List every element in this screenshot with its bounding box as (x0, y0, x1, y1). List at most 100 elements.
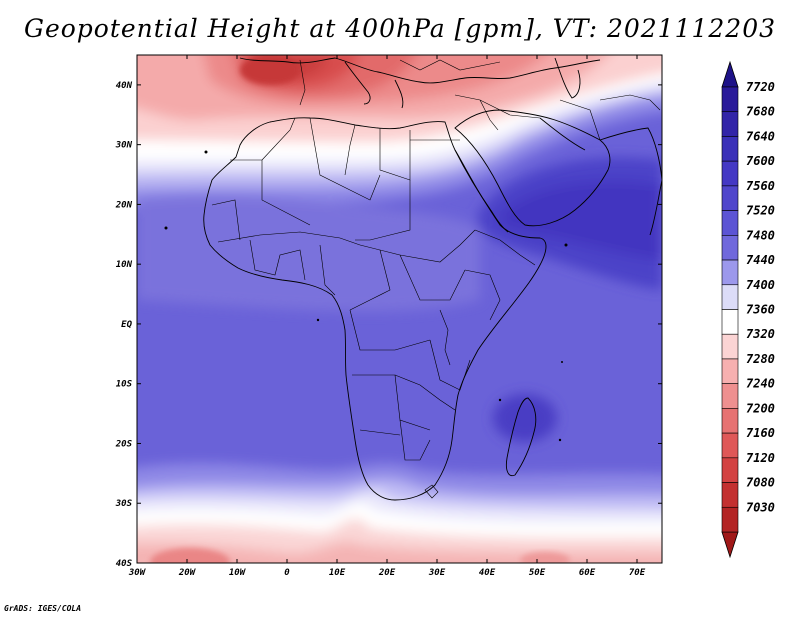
colorbar-swatch-7440 (721, 259, 739, 286)
caspian-coastline (554, 57, 581, 99)
chart-title: Geopotential Height at 400hPa [gpm], VT:… (23, 14, 777, 43)
border-north-africa-7 (355, 180, 411, 241)
border-north-africa-5 (379, 128, 411, 181)
red-sea-coastline (454, 149, 509, 233)
border-asia-1 (559, 99, 601, 141)
lon-label-50E: 50E (529, 568, 546, 578)
lat-label-30N: 30N (115, 141, 133, 151)
colorbar-label-7600: 7600 (746, 154, 775, 168)
colorbar-label-7160: 7160 (746, 426, 775, 440)
grads-credit: GrADS: IGES/COLA (4, 604, 82, 613)
socotra (564, 243, 568, 247)
coastlines (203, 57, 662, 501)
colorbar-label-7680: 7680 (746, 105, 775, 119)
lon-label-10W: 10W (229, 568, 247, 578)
border-central-3 (349, 309, 431, 351)
geopotential-field (137, 55, 662, 563)
border-central-2 (399, 254, 466, 301)
band-7240-southeast (520, 552, 570, 563)
colorbar-swatch-7030 (721, 506, 739, 533)
band-7600-madagascar (493, 394, 557, 442)
colorbar-label-7360: 7360 (746, 303, 775, 317)
colorbar-label-7030: 7030 (746, 500, 775, 514)
border-south-1 (352, 374, 431, 431)
colorbar-bottom-arrow (721, 531, 739, 559)
lon-label-40E: 40E (479, 568, 496, 578)
border-middle-east-1 (454, 94, 541, 119)
colorbar-swatch-7560 (721, 185, 739, 211)
greece-coastline (394, 79, 404, 109)
sao-tome (316, 318, 320, 322)
band-7600-arabia (499, 181, 662, 260)
lon-label-0: 0 (284, 568, 290, 578)
lat-label-40N: 40N (116, 81, 133, 91)
seychelles (561, 361, 563, 363)
colorbar-swatch-7240 (721, 383, 739, 409)
border-east-2 (474, 229, 536, 266)
border-central-1 (349, 249, 391, 311)
colorbar-label-7240: 7240 (746, 377, 775, 391)
persian-gulf-coastline (539, 117, 586, 151)
border-sahel-1 (217, 231, 361, 246)
mauritius (558, 438, 562, 442)
colorbar-label-7080: 7080 (746, 476, 775, 490)
colorbar-swatch-7480 (721, 235, 739, 261)
islands (164, 150, 568, 442)
colorbar-label-7120: 7120 (746, 451, 775, 465)
border-middle-east-2 (479, 99, 499, 131)
lon-label-10E: 10E (329, 568, 346, 578)
border-north-africa-1 (230, 159, 311, 226)
colorbar-label-7640: 7640 (746, 129, 775, 143)
border-east-1 (464, 269, 501, 321)
lat-label-EQ: EQ (121, 320, 132, 330)
band-7200-north-core (240, 55, 300, 85)
country-borders (211, 59, 661, 499)
lat-label-20S: 20S (115, 439, 133, 449)
band-7480-africa (137, 195, 480, 312)
colorbar-label-7280: 7280 (746, 352, 775, 366)
lat-label-40S: 40S (116, 559, 133, 569)
border-central-4 (429, 339, 471, 391)
colorbar-swatch-7680 (721, 111, 739, 137)
colorbar-swatch-7720 (721, 86, 739, 113)
lat-label-10S: 10S (116, 380, 133, 390)
band-7240-southwest (150, 548, 230, 563)
colorbar-swatch-7400 (721, 284, 739, 310)
border-west-1 (211, 199, 241, 241)
lon-label-60E: 60E (579, 568, 596, 578)
arabia-coastline (454, 109, 611, 227)
plot-frame (136, 54, 663, 564)
colorbar-swatch-7360 (721, 309, 739, 335)
colorbar: 7720 7680 7640 7600 7560 7520 7480 7440 7400 7360… (721, 60, 775, 559)
border-sahel-2 (359, 229, 476, 263)
madagascar-coastline (505, 397, 537, 477)
colorbar-swatch-7280 (721, 358, 739, 384)
border-north-africa-4 (344, 124, 356, 176)
colorbar-label-7400: 7400 (746, 278, 775, 292)
canary-islands (204, 150, 208, 154)
lat-label-10N: 10N (116, 260, 133, 270)
africa-coastline (203, 117, 547, 501)
colorbar-label-7720: 7720 (746, 80, 775, 94)
border-west-3 (319, 244, 336, 296)
colorbar-swatch-7200 (721, 408, 739, 434)
colorbar-swatch-7080 (721, 482, 739, 508)
comoros (498, 398, 502, 402)
border-south-3 (399, 419, 431, 461)
colorbar-label-7520: 7520 (746, 204, 775, 218)
colorbar-swatch-7520 (721, 210, 739, 236)
cape-verde (164, 226, 168, 230)
border-south-2 (394, 374, 456, 411)
colorbar-swatch-7320 (721, 333, 739, 360)
lat-label-20N: 20N (115, 200, 133, 210)
border-lesotho (424, 484, 439, 499)
italy-coastline (344, 61, 371, 105)
iran-india-coastline (599, 127, 662, 236)
border-europe-1 (299, 59, 306, 106)
border-great-lakes (439, 309, 451, 366)
colorbar-label-7320: 7320 (746, 327, 775, 341)
colorbar-label-7200: 7200 (746, 401, 775, 415)
colorbar-label-7560: 7560 (746, 179, 775, 193)
